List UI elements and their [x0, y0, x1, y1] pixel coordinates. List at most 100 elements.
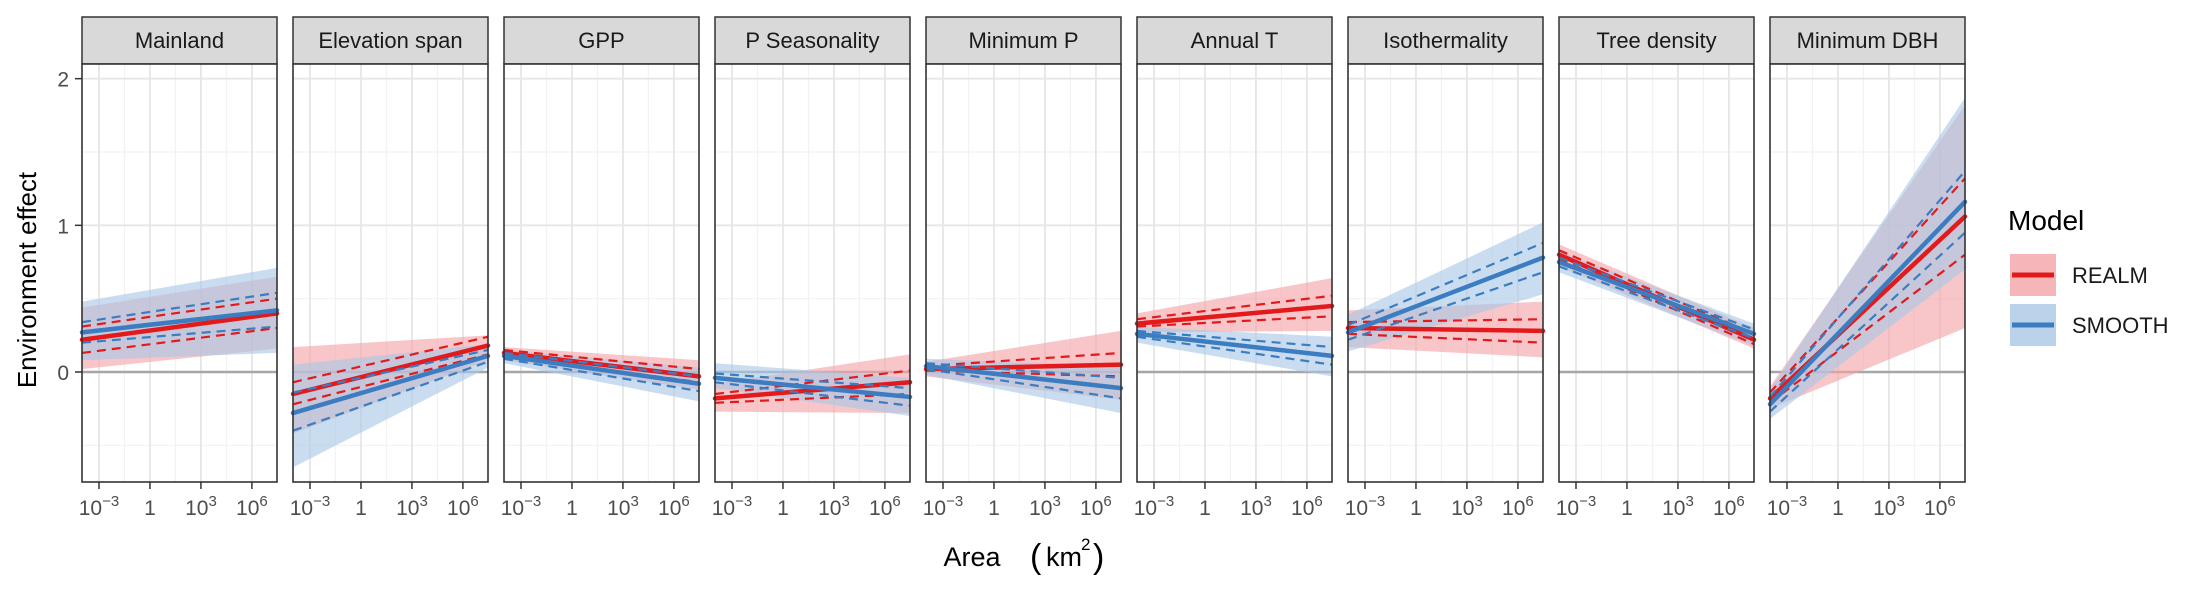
error-line-upper-realm	[1769, 177, 1966, 394]
facet-strip	[503, 16, 700, 65]
error-line-upper-smooth	[1769, 170, 1966, 398]
x-axis-title-text: Area	[943, 542, 1001, 572]
x-tick-label: 1	[1621, 497, 1633, 520]
y-tick-label: 0	[57, 362, 69, 385]
facet-strip	[925, 16, 1122, 65]
error-line-upper-realm	[714, 369, 911, 396]
error-line-lower-smooth	[503, 357, 700, 393]
x-tick-label: 10−3	[79, 493, 119, 520]
error-line-upper-smooth	[714, 372, 911, 390]
error-line-lower-realm	[81, 326, 278, 355]
x-axis-title-unit-exponent: 2	[1081, 535, 1090, 554]
error-line-upper-realm	[292, 335, 489, 384]
x-tick-label: 1	[988, 497, 1000, 520]
x-tick-label: 103	[607, 493, 639, 520]
error-line-upper-smooth	[1558, 256, 1755, 331]
x-tick-label: 1	[355, 497, 367, 520]
panel-border	[1558, 63, 1755, 483]
facet-panels: Mainland 10−3 1 103 106 0 1 2 Elevation span 10−3…	[57, 16, 1968, 520]
x-tick-label: 10−3	[1345, 493, 1385, 520]
facet-strip	[1769, 16, 1966, 65]
panel-background	[1137, 64, 1332, 482]
x-axis-title-paren-left: (	[1030, 538, 1042, 576]
panel-background	[504, 64, 699, 482]
facet-panel-8: Minimum DBH 10−3 1 103 106	[1767, 16, 1968, 520]
error-line-lower-realm	[714, 392, 911, 404]
error-line-upper-smooth	[503, 351, 700, 378]
facet-title: GPP	[578, 28, 624, 53]
error-line-lower-smooth	[1136, 335, 1333, 366]
x-tick-label: 1	[144, 497, 156, 520]
x-tick-label: 10−3	[290, 493, 330, 520]
facet-panel-5: Annual T 10−3 1 103 106	[1134, 16, 1335, 520]
x-tick-label: 1	[1199, 497, 1211, 520]
ci-band-smooth	[293, 344, 488, 468]
legend-entries: REALM SMOOTH	[2010, 254, 2169, 346]
panel-border	[1136, 63, 1333, 483]
mean-line-smooth	[712, 375, 913, 400]
facet-panel-6: Isothermality 10−3 1 103 106	[1345, 16, 1546, 520]
facet-strip	[714, 16, 911, 65]
x-tick-label: 10−3	[1556, 493, 1596, 520]
panel-background	[926, 64, 1121, 482]
x-tick-label: 10−3	[1767, 493, 1807, 520]
ci-band-smooth	[82, 267, 277, 361]
facet-panel-1: Elevation span 10−3 1 103 106	[290, 16, 491, 520]
error-line-upper-smooth	[925, 362, 1122, 379]
x-tick-label: 103	[185, 493, 217, 520]
legend-title: Model	[2008, 205, 2084, 236]
panel-background	[82, 64, 277, 482]
error-line-lower-smooth	[925, 367, 1122, 400]
facet-title: Minimum P	[968, 28, 1078, 53]
x-tick-label: 106	[869, 493, 901, 520]
panel-border	[503, 63, 700, 483]
x-tick-label: 1	[777, 497, 789, 520]
error-line-lower-realm	[1136, 315, 1333, 328]
error-line-upper-realm	[503, 348, 700, 371]
y-axis-title: Environment effect	[12, 171, 42, 388]
x-tick-label: 106	[1291, 493, 1323, 520]
mean-line-smooth	[923, 363, 1124, 391]
x-axis-title-paren-right: )	[1093, 538, 1104, 576]
facet-title: Elevation span	[318, 28, 462, 53]
facet-title: Minimum DBH	[1797, 28, 1939, 53]
panel-background	[715, 64, 910, 482]
x-tick-label: 1	[1410, 497, 1422, 520]
error-line-lower-realm	[292, 353, 489, 406]
x-tick-label: 1	[1832, 497, 1844, 520]
x-axis-title-unit: km	[1046, 542, 1082, 572]
legend: Model REALM SMOOTH	[2008, 205, 2169, 346]
mean-line-smooth	[1345, 255, 1546, 335]
error-line-upper-realm	[81, 297, 278, 328]
x-tick-label: 10−3	[712, 493, 752, 520]
panel-border	[292, 63, 489, 483]
error-line-upper-smooth	[1136, 329, 1333, 349]
error-line-lower-smooth	[81, 325, 278, 344]
mean-line-smooth	[1134, 331, 1335, 359]
legend-entry-realm: REALM	[2010, 254, 2148, 296]
facet-panel-0: Mainland 10−3 1 103 106 0 1 2	[57, 16, 280, 520]
x-axis-title: Area ( km 2 )	[943, 535, 1104, 576]
x-tick-label: 1	[566, 497, 578, 520]
facet-panel-7: Tree density 10−3 1 103 106	[1556, 16, 1757, 520]
panel-border	[925, 63, 1122, 483]
x-tick-label: 106	[658, 493, 690, 520]
ci-band-smooth	[1348, 222, 1543, 352]
legend-label: REALM	[2072, 263, 2148, 288]
facet-title: Annual T	[1191, 28, 1279, 53]
facet-strip	[1347, 16, 1544, 65]
x-tick-label: 106	[236, 493, 268, 520]
error-line-lower-smooth	[714, 381, 911, 407]
panel-border	[1769, 63, 1966, 483]
facet-strip	[1136, 16, 1333, 65]
mean-line-smooth	[290, 353, 491, 416]
facet-panel-2: GPP 10−3 1 103 106	[501, 16, 702, 520]
x-tick-label: 106	[1080, 493, 1112, 520]
facet-strip	[81, 16, 278, 65]
x-tick-label: 103	[1662, 493, 1694, 520]
y-tick-label: 1	[57, 215, 69, 238]
x-tick-label: 103	[1240, 493, 1272, 520]
facet-panel-4: Minimum P 10−3 1 103 106	[923, 16, 1124, 520]
y-tick-label: 2	[57, 69, 69, 92]
